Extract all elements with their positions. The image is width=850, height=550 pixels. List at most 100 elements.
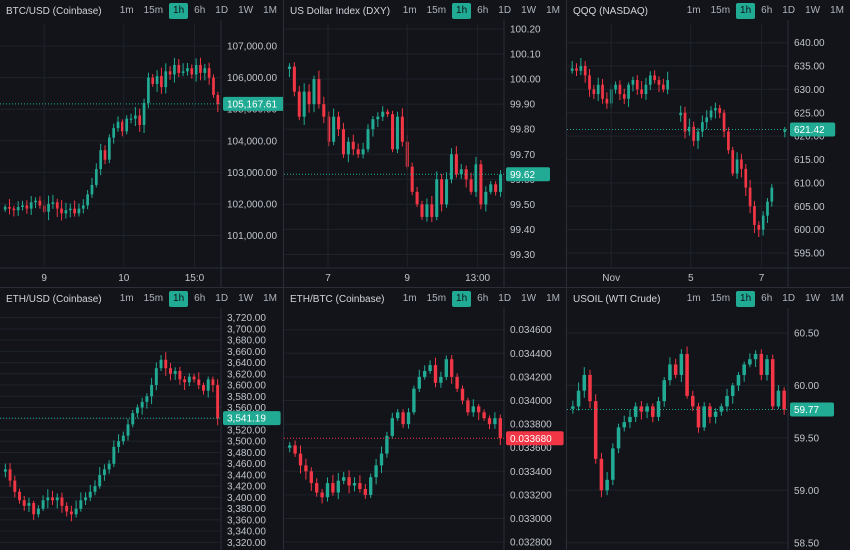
y-tick-label: 0.034200 xyxy=(510,372,552,383)
candle-body xyxy=(25,205,29,209)
timeframe-button-1D[interactable]: 1D xyxy=(215,5,229,16)
chart-panel-qqq[interactable]: QQQ (NASDAQ) 1m 15m 1h 6h 1D 1W 1M 595.00 600.00 6… xyxy=(567,0,850,287)
timeframe-button-1D[interactable]: 1D xyxy=(782,5,796,16)
timeframe-button-1W[interactable]: 1W xyxy=(521,293,537,304)
candle-body xyxy=(601,84,604,99)
timeframe-button-1m[interactable]: 1m xyxy=(686,5,701,16)
x-tick-label: 13:00 xyxy=(465,273,490,284)
candle-body xyxy=(688,126,691,132)
candle-body xyxy=(320,492,324,498)
chart-panel-eth-btc[interactable]: ETH/BTC (Coinbase) 1m 15m 1h 6h 1D 1W 1M 0.03280… xyxy=(284,288,566,550)
candle-body xyxy=(385,435,389,454)
timeframe-button-15m[interactable]: 15m xyxy=(426,5,447,16)
timeframe-button-1h[interactable]: 1h xyxy=(452,291,472,307)
timeframe-button-1M[interactable]: 1M xyxy=(546,293,560,304)
chart-panel-eth-usd[interactable]: ETH/USD (Coinbase) 1m 15m 1h 6h 1D 1W 1M 3,320.0… xyxy=(0,288,283,550)
timeframe-button-1h[interactable]: 1h xyxy=(736,291,756,307)
candle-body xyxy=(356,149,360,155)
last-price-badge xyxy=(790,402,834,417)
y-tick-label: 101,000.00 xyxy=(227,231,277,242)
timeframe-button-6h[interactable]: 6h xyxy=(761,5,773,16)
chart-title[interactable]: USOIL (WTI Crude) xyxy=(573,293,661,305)
timeframe-button-1h[interactable]: 1h xyxy=(736,3,756,19)
candle-body xyxy=(744,168,748,188)
candle-body xyxy=(336,480,340,493)
chart-panel-dxy[interactable]: US Dollar Index (DXY) 1m 15m 1h 6h 1D 1W 1M 99.3… xyxy=(284,0,566,287)
timeframe-button-6h[interactable]: 6h xyxy=(194,293,206,304)
candle-body xyxy=(293,445,297,454)
timeframe-button-1D[interactable]: 1D xyxy=(498,293,512,304)
chart-panel-usoil[interactable]: USOIL (WTI Crude) 1m 15m 1h 6h 1D 1W 1M 58.50 59.… xyxy=(567,288,850,550)
chart-canvas[interactable]: 0.032800 0.033000 0.033200 0.033400 0.033600… xyxy=(284,288,566,550)
candle-body xyxy=(653,75,656,81)
timeframe-button-6h[interactable]: 6h xyxy=(194,5,206,16)
timeframe-button-6h[interactable]: 6h xyxy=(761,293,773,304)
candle-body xyxy=(482,412,486,419)
timeframe-button-1W[interactable]: 1W xyxy=(238,293,254,304)
timeframe-button-15m[interactable]: 15m xyxy=(143,293,164,304)
y-tick-label: 99.40 xyxy=(510,225,535,236)
candle-body xyxy=(582,374,587,391)
timeframe-button-1m[interactable]: 1m xyxy=(119,5,134,16)
timeframe-button-1M[interactable]: 1M xyxy=(263,293,277,304)
candle-body xyxy=(207,68,211,78)
last-price-label: 99.62 xyxy=(510,170,535,181)
y-tick-label: 615.00 xyxy=(794,155,825,166)
timeframe-button-1M[interactable]: 1M xyxy=(263,5,277,16)
chart-canvas[interactable]: 3,320.003,340.003,360.003,380.003,400.00… xyxy=(0,288,283,550)
chart-title[interactable]: BTC/USD (Coinbase) xyxy=(6,5,102,17)
x-tick-label: 10 xyxy=(118,273,130,284)
timeframe-button-1m[interactable]: 1m xyxy=(402,5,417,16)
candle-body xyxy=(633,406,638,417)
timeframe-button-15m[interactable]: 15m xyxy=(710,5,731,16)
timeframe-button-1m[interactable]: 1m xyxy=(402,293,417,304)
timeframe-button-15m[interactable]: 15m xyxy=(426,293,447,304)
candle-body xyxy=(164,71,168,88)
candle-body xyxy=(657,80,661,85)
chart-title[interactable]: ETH/BTC (Coinbase) xyxy=(290,293,385,305)
candle-body xyxy=(99,150,102,170)
timeframe-button-1h[interactable]: 1h xyxy=(452,3,472,19)
timeframe-button-6h[interactable]: 6h xyxy=(477,293,489,304)
candle-body xyxy=(192,376,196,380)
timeframe-button-1m[interactable]: 1m xyxy=(119,293,134,304)
candle-body xyxy=(187,376,191,383)
chart-canvas[interactable]: 101,000.00 102,000.00 103,000.00 104,000.00… xyxy=(0,0,283,287)
candle-body xyxy=(352,483,357,486)
timeframe-button-1D[interactable]: 1D xyxy=(498,5,512,16)
candle-body xyxy=(622,94,626,99)
chart-canvas[interactable]: 99.3099.4099.5099.6099.7099.8099.90100.0… xyxy=(284,0,566,287)
timeframe-button-1M[interactable]: 1M xyxy=(830,5,844,16)
candle-body xyxy=(631,80,635,85)
timeframe-button-1h[interactable]: 1h xyxy=(169,291,189,307)
timeframe-button-1W[interactable]: 1W xyxy=(805,293,821,304)
chart-title[interactable]: QQQ (NASDAQ) xyxy=(573,5,649,17)
timeframe-button-15m[interactable]: 15m xyxy=(143,5,164,16)
timeframe-button-1D[interactable]: 1D xyxy=(782,293,796,304)
timeframe-button-1m[interactable]: 1m xyxy=(686,293,701,304)
last-price-badge xyxy=(790,122,836,137)
chart-title[interactable]: US Dollar Index (DXY) xyxy=(290,5,391,17)
timeframe-button-1M[interactable]: 1M xyxy=(546,5,560,16)
candle-body xyxy=(765,359,769,375)
candle-body xyxy=(134,115,137,119)
timeframe-button-1M[interactable]: 1M xyxy=(830,293,844,304)
timeframe-button-1h[interactable]: 1h xyxy=(169,3,189,19)
timeframe-button-1W[interactable]: 1W xyxy=(805,5,821,16)
chart-panel-btc-usd[interactable]: BTC/USD (Coinbase) 1m 15m 1h 6h 1D 1W 1M 101,000… xyxy=(0,0,283,287)
y-tick-label: 0.034400 xyxy=(510,349,552,360)
timeframe-button-1D[interactable]: 1D xyxy=(215,293,229,304)
candle-body xyxy=(206,379,210,391)
timeframe-button-1W[interactable]: 1W xyxy=(521,5,537,16)
candle-body xyxy=(154,368,158,386)
candle-body xyxy=(651,406,655,417)
candle-body xyxy=(327,116,331,142)
timeframe-button-15m[interactable]: 15m xyxy=(710,293,731,304)
chart-title[interactable]: ETH/USD (Coinbase) xyxy=(6,293,102,305)
chart-canvas[interactable]: 595.00 600.00 605.00 610.00 615.00 620.00 625.… xyxy=(567,0,850,287)
candle-body xyxy=(292,66,296,92)
chart-canvas[interactable]: 58.50 59.00 59.50 60.00 60.50 59.77 xyxy=(567,288,850,550)
timeframe-button-1W[interactable]: 1W xyxy=(238,5,254,16)
y-tick-label: 3,580.00 xyxy=(227,392,266,403)
timeframe-button-6h[interactable]: 6h xyxy=(477,5,489,16)
